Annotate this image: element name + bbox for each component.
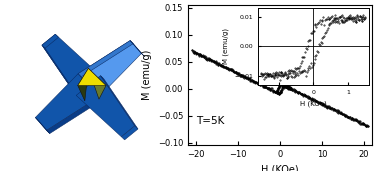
Polygon shape [78,68,88,101]
Polygon shape [100,76,138,129]
Polygon shape [42,45,79,98]
X-axis label: H (KOe): H (KOe) [261,165,299,171]
Polygon shape [78,68,106,86]
Polygon shape [130,41,144,57]
Polygon shape [78,86,106,101]
Polygon shape [78,41,141,97]
Y-axis label: M (emu/g): M (emu/g) [142,50,152,100]
Polygon shape [47,97,102,134]
Text: T=5K: T=5K [196,116,225,126]
Polygon shape [42,34,59,48]
Polygon shape [78,41,133,77]
Polygon shape [76,76,135,137]
Polygon shape [35,117,50,134]
Polygon shape [121,126,138,140]
Polygon shape [42,34,100,95]
Polygon shape [35,74,99,130]
Polygon shape [88,68,106,99]
